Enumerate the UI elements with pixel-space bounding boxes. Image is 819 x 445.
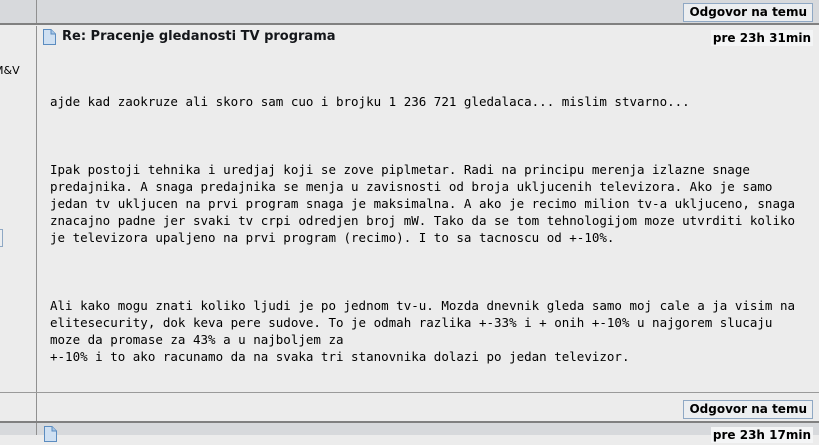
next-post-column-divider [36,423,37,435]
reply-to-topic-button-bottom[interactable]: Odgovor na temu [683,400,813,419]
post-title[interactable]: Re: Pracenje gledanosti TV programa [62,29,336,44]
top-toolbar-strip [0,0,819,23]
post-column-divider [36,26,37,392]
reply-to-topic-button-top[interactable]: Odgovor na temu [683,3,813,22]
post-body: ajde kad zaokruze ali skoro sam cuo i br… [37,52,819,392]
top-toolbar-left-cell [0,0,36,23]
document-icon [44,426,57,442]
post-paragraph: ajde kad zaokruze ali skoro sam cuo i br… [50,94,690,109]
post-timestamp: pre 23h 31min [710,30,813,46]
next-post-left-cell [0,423,36,435]
footer-bottom-separator [0,421,819,423]
author-name[interactable]: M&V [0,64,20,77]
toolbar-column-divider [36,0,37,23]
post-title-group[interactable]: Re: Pracenje gledanosti TV programa [43,29,336,45]
next-post-header [0,423,819,435]
footer-left-cell [0,393,36,421]
post-header: Re: Pracenje gledanosti TV programa pre … [37,26,819,51]
post-paragraph: Ali kako mogu znati koliko ljudi je po j… [50,298,796,364]
next-post-timestamp: pre 23h 17min [710,427,813,443]
author-action-button[interactable]: ka [0,229,3,247]
post-bottom-separator [0,392,819,393]
post-paragraph: Ipak postoji tehnika i uredjaj koji se z… [50,162,803,245]
footer-column-divider [36,393,37,421]
document-icon [43,29,56,45]
footer-toolbar [0,393,819,421]
post-author-column: M&V ka [0,26,36,392]
post-message-text: ajde kad zaokruze ali skoro sam cuo i br… [50,59,810,392]
toolbar-bottom-separator [0,23,819,25]
